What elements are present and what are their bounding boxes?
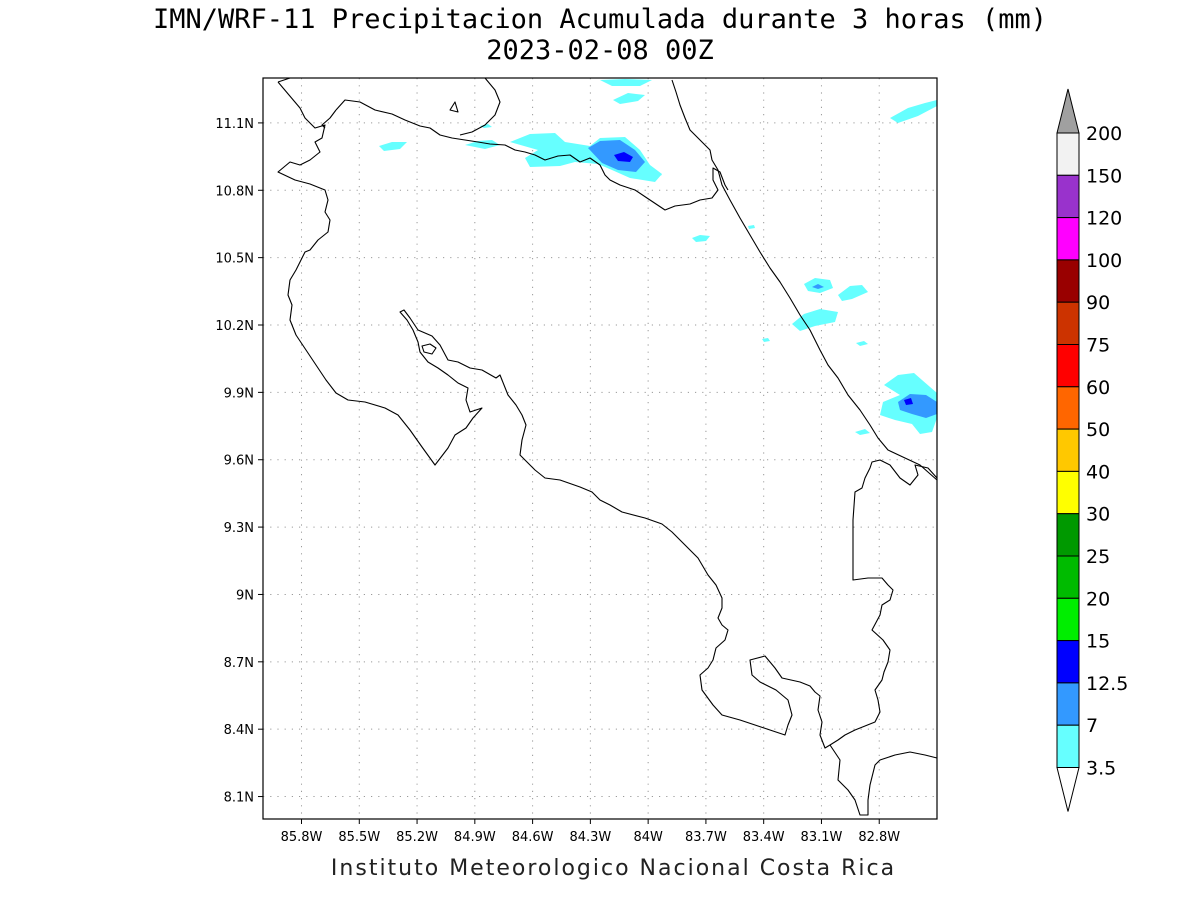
legend-label: 15 — [1086, 631, 1110, 653]
legend-swatch — [1056, 132, 1080, 176]
legend-label: 20 — [1086, 588, 1110, 610]
eastern-border — [829, 744, 938, 816]
pacific-coastline — [277, 81, 938, 749]
legend-label: 50 — [1086, 419, 1110, 441]
northern-shore — [277, 77, 501, 136]
lat-tick-label: 10.5N — [215, 252, 254, 267]
lat-tick-label: 10.8N — [215, 184, 254, 199]
legend-swatch — [1056, 428, 1080, 472]
precip-area — [855, 429, 870, 435]
legend-swatch — [1056, 344, 1080, 388]
legend-swatch — [1056, 682, 1080, 726]
lat-tick-label: 11.1N — [215, 117, 254, 132]
lat-tick-label: 8.4N — [224, 723, 254, 738]
lon-tick-label: 85.2W — [396, 830, 438, 845]
legend-label: 3.5 — [1086, 758, 1116, 780]
legend-swatch — [1056, 259, 1080, 303]
lon-tick-label: 84.9W — [454, 830, 496, 845]
precip-area — [762, 338, 770, 342]
legend-label: 12.5 — [1086, 673, 1128, 695]
precip-area — [379, 142, 407, 151]
lon-tick-label: 85.8W — [281, 830, 323, 845]
legend-label: 40 — [1086, 461, 1110, 483]
legend-label: 100 — [1086, 250, 1122, 272]
legend-swatch — [1056, 217, 1080, 261]
precip-area — [890, 100, 937, 123]
map-axes: 85.8W 85.5W 85.2W 84.9W 84.6W 84.3W 84W 83.7W 83… — [215, 117, 900, 845]
lat-tick-label: 8.7N — [224, 656, 254, 671]
map-title: IMN/WRF-11 Precipitacion Acumulada duran… — [152, 4, 1048, 35]
precip-area — [812, 284, 824, 289]
legend-label: 75 — [1086, 335, 1110, 357]
legend-swatch — [1056, 513, 1080, 557]
precip-area — [748, 225, 755, 229]
precipitation-areas — [379, 79, 937, 435]
legend-over-triangle — [1056, 88, 1080, 134]
northern-border — [335, 99, 729, 211]
legend-label: 25 — [1086, 546, 1110, 568]
island — [421, 343, 437, 355]
precip-area — [600, 79, 652, 86]
lon-tick-label: 83.4W — [743, 830, 785, 845]
legend-swatch — [1056, 174, 1080, 219]
coastlines — [277, 77, 938, 816]
precipitation-legend: 200 150 120 100 90 75 60 50 40 30 25 20 15 12.5 7 3.5 — [1056, 88, 1128, 812]
lon-tick-label: 83.7W — [685, 830, 727, 845]
lat-tick-label: 9.6N — [224, 454, 254, 469]
map-date: 2023-02-08 00Z — [486, 35, 714, 66]
legend-label: 30 — [1086, 504, 1110, 526]
precip-area — [692, 235, 710, 242]
lat-tick-label: 10.2N — [215, 319, 254, 334]
legend-label: 90 — [1086, 292, 1110, 314]
legend-under-triangle — [1056, 767, 1080, 812]
grid-lines — [263, 78, 937, 819]
legend-swatch — [1056, 597, 1080, 642]
precip-area — [465, 140, 500, 149]
legend-swatch — [1056, 301, 1080, 346]
precip-area — [613, 93, 645, 104]
legend-label: 7 — [1086, 715, 1098, 737]
precip-area — [904, 398, 913, 405]
legend-swatch — [1056, 470, 1080, 515]
lon-tick-label: 82.8W — [858, 830, 900, 845]
legend-swatch — [1056, 724, 1080, 769]
precip-area — [838, 285, 868, 301]
precip-area — [614, 152, 633, 162]
legend-label: 150 — [1086, 165, 1122, 187]
legend-swatch — [1056, 555, 1080, 599]
lon-tick-label: 85.5W — [338, 830, 380, 845]
legend-label: 120 — [1086, 208, 1122, 230]
island — [449, 101, 459, 113]
lon-tick-label: 84W — [633, 830, 663, 845]
precip-area — [792, 309, 838, 331]
lat-tick-label: 8.1N — [224, 791, 254, 806]
plot-area — [263, 78, 937, 819]
caribbean-coastline — [671, 79, 938, 481]
precip-area — [640, 169, 662, 179]
lat-tick-label: 9N — [236, 588, 254, 603]
precip-area — [856, 341, 868, 346]
lon-tick-label: 84.6W — [512, 830, 554, 845]
legend-label: 60 — [1086, 377, 1110, 399]
legend-label: 200 — [1086, 123, 1122, 145]
legend-swatch — [1056, 640, 1080, 684]
institution-footer: Instituto Meteorologico Nacional Costa R… — [330, 856, 897, 881]
lon-tick-label: 83.1W — [801, 830, 843, 845]
lon-tick-label: 84.3W — [569, 830, 611, 845]
precip-area — [480, 124, 492, 128]
plot-frame — [262, 77, 938, 820]
lat-tick-label: 9.3N — [224, 521, 254, 536]
lat-tick-label: 9.9N — [224, 386, 254, 401]
legend-swatch — [1056, 386, 1080, 430]
